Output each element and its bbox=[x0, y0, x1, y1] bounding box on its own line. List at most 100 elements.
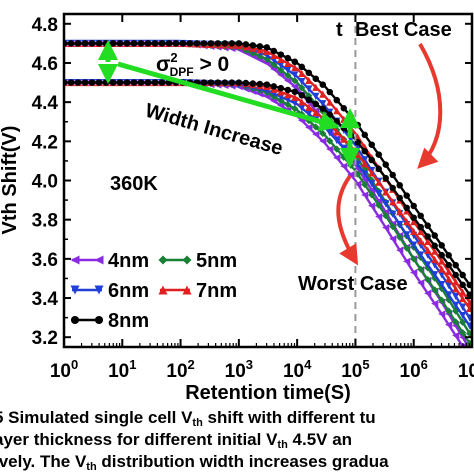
data-point bbox=[389, 171, 396, 179]
caption-line-2-sub: th bbox=[277, 439, 288, 451]
x-tick-label: 106 bbox=[400, 357, 428, 382]
data-point bbox=[459, 294, 467, 303]
t-marker-label: t bbox=[336, 19, 343, 41]
data-point bbox=[319, 129, 327, 138]
data-point bbox=[445, 252, 452, 259]
legend-marker bbox=[94, 315, 104, 325]
data-point bbox=[389, 210, 397, 218]
data-point bbox=[109, 40, 117, 47]
data-point bbox=[158, 79, 166, 86]
data-point bbox=[151, 79, 159, 86]
data-point bbox=[382, 161, 389, 168]
data-point bbox=[326, 98, 334, 106]
data-point bbox=[431, 255, 439, 264]
data-point bbox=[200, 40, 208, 47]
data-point bbox=[452, 301, 460, 309]
data-point bbox=[277, 101, 285, 109]
data-point bbox=[123, 40, 131, 47]
data-point bbox=[298, 69, 306, 78]
data-point bbox=[270, 83, 278, 90]
x-tick-label: 102 bbox=[166, 357, 194, 382]
data-point bbox=[256, 46, 264, 54]
series-layer bbox=[64, 39, 473, 361]
data-point bbox=[361, 180, 369, 189]
sigma-symbol: σ bbox=[156, 53, 170, 76]
data-point bbox=[396, 246, 404, 254]
data-point bbox=[466, 322, 472, 330]
data-point bbox=[452, 271, 459, 279]
legend-item-4nm: 4nm bbox=[70, 250, 149, 272]
sigma-superscript: 2 bbox=[170, 50, 177, 65]
data-point bbox=[452, 318, 460, 326]
annotation-arrows bbox=[98, 40, 443, 266]
data-point bbox=[277, 61, 285, 69]
data-point bbox=[438, 310, 446, 318]
data-point bbox=[291, 77, 299, 85]
data-point bbox=[389, 222, 397, 231]
data-point bbox=[277, 96, 285, 105]
data-point bbox=[333, 145, 341, 153]
data-point bbox=[417, 251, 425, 259]
data-point bbox=[305, 110, 313, 118]
data-point bbox=[284, 66, 292, 74]
data-point bbox=[312, 92, 320, 100]
y-tick-label: 4.2 bbox=[32, 132, 58, 153]
data-point bbox=[256, 43, 264, 50]
data-point bbox=[361, 159, 369, 168]
data-point bbox=[298, 98, 306, 106]
data-point bbox=[340, 135, 348, 143]
data-point bbox=[424, 261, 432, 269]
data-point bbox=[81, 79, 89, 86]
data-point bbox=[459, 329, 467, 337]
data-point bbox=[270, 51, 278, 59]
legend-marker bbox=[182, 255, 192, 265]
data-point bbox=[333, 154, 341, 162]
data-point bbox=[144, 40, 152, 47]
data-point bbox=[382, 212, 390, 220]
data-point bbox=[417, 237, 425, 245]
data-point bbox=[445, 275, 453, 283]
data-point bbox=[298, 92, 306, 99]
worst-case-label: Worst Case bbox=[298, 273, 408, 295]
data-point bbox=[88, 40, 96, 47]
data-point bbox=[291, 93, 299, 101]
data-point bbox=[305, 123, 313, 131]
legend-marker bbox=[158, 285, 168, 295]
y-tick-label: 3.4 bbox=[32, 289, 59, 310]
data-point bbox=[403, 192, 410, 199]
data-point bbox=[319, 90, 327, 98]
data-point bbox=[452, 285, 460, 293]
data-point bbox=[144, 79, 152, 86]
data-point bbox=[312, 75, 320, 82]
data-point bbox=[291, 99, 299, 107]
data-point bbox=[333, 136, 341, 145]
data-point bbox=[221, 40, 229, 47]
data-point bbox=[403, 257, 411, 265]
data-point bbox=[431, 286, 439, 294]
data-point bbox=[445, 307, 453, 315]
data-point bbox=[228, 40, 236, 47]
data-point bbox=[235, 79, 243, 86]
data-point bbox=[95, 40, 103, 47]
data-point bbox=[284, 54, 292, 62]
y-tick-label: 4.8 bbox=[32, 15, 58, 36]
sigma-relation: > 0 bbox=[194, 53, 230, 76]
data-point bbox=[291, 88, 299, 95]
data-point bbox=[389, 235, 397, 243]
data-point bbox=[403, 231, 411, 239]
data-point bbox=[417, 223, 424, 231]
data-point bbox=[354, 180, 362, 188]
data-point bbox=[410, 255, 418, 263]
data-point bbox=[333, 96, 341, 104]
data-point bbox=[88, 79, 96, 86]
data-point bbox=[228, 79, 236, 86]
data-point bbox=[452, 261, 459, 269]
data-point bbox=[319, 105, 327, 112]
data-point bbox=[137, 40, 145, 47]
data-point bbox=[326, 137, 334, 145]
data-point bbox=[375, 197, 383, 205]
legend: 4nm 5nm 6nm 7nm 8nm bbox=[70, 250, 237, 332]
data-point bbox=[417, 265, 425, 273]
caption-line-3-a: ively. The V bbox=[0, 452, 87, 471]
data-point bbox=[466, 354, 473, 361]
